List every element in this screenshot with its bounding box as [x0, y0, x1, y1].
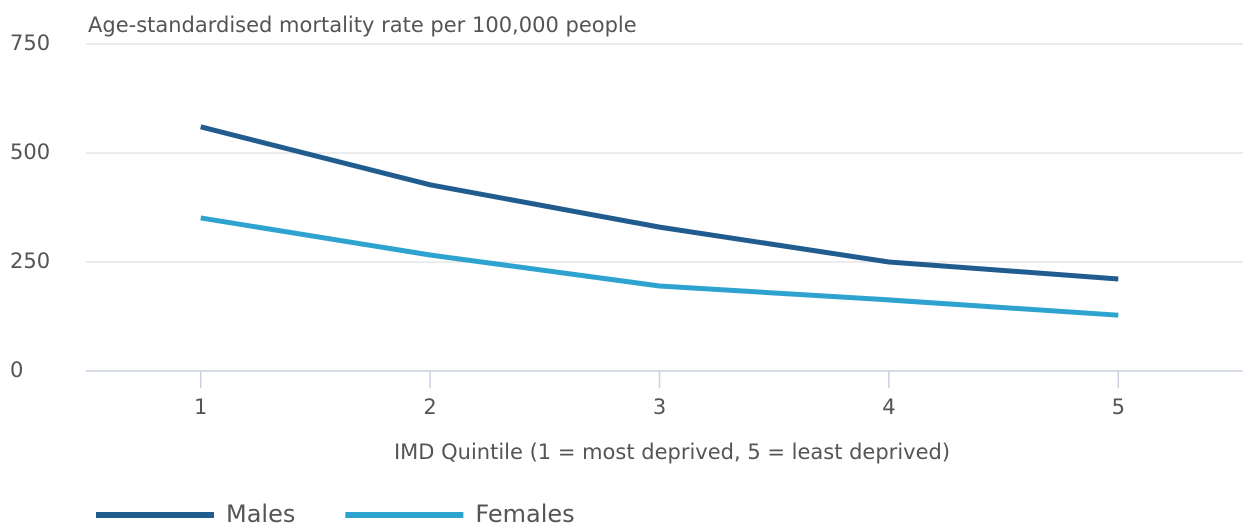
x-tick-label: 5 — [1112, 395, 1125, 419]
legend-label: Males — [226, 500, 295, 526]
y-tick-label: 750 — [10, 31, 50, 55]
x-tick-label: 3 — [653, 395, 666, 419]
x-tick-label: 1 — [194, 395, 207, 419]
chart-title: Age-standardised mortality rate per 100,… — [88, 13, 637, 37]
y-tick-label: 250 — [10, 249, 50, 273]
y-tick-label: 0 — [10, 358, 23, 382]
series-line — [200, 124, 1119, 282]
legend-label: Females — [475, 500, 574, 526]
series-line — [200, 215, 1119, 318]
x-tick-label: 4 — [882, 395, 895, 419]
y-tick-label: 500 — [10, 140, 50, 164]
x-axis-title: IMD Quintile (1 = most deprived, 5 = lea… — [394, 440, 950, 464]
x-tick-label: 2 — [423, 395, 436, 419]
